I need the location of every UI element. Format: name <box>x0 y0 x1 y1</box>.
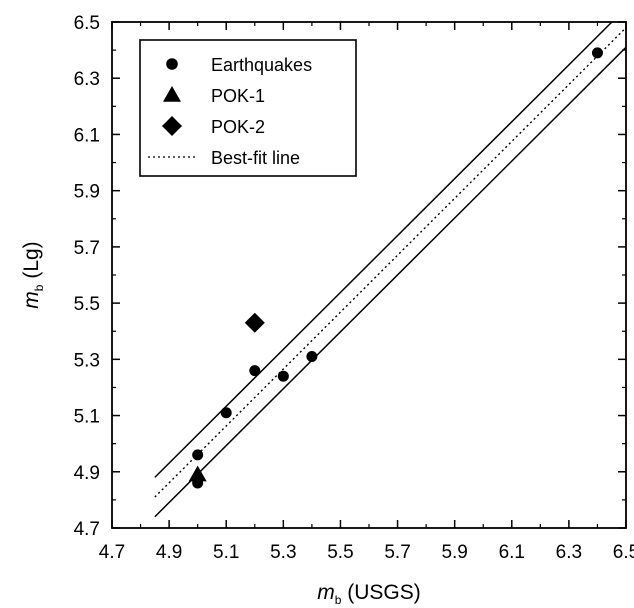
earthquakes-point <box>249 365 261 377</box>
confidence-line <box>154 22 613 478</box>
earthquakes-point <box>591 47 603 59</box>
y-tick-label: 5.5 <box>74 294 100 315</box>
x-tick-label: 4.7 <box>99 542 125 563</box>
x-tick-label: 5.3 <box>270 542 296 563</box>
earthquakes-point <box>192 449 204 461</box>
legend-best-fit-line-label: Best-fit line <box>211 148 300 168</box>
legend-pok-2-label: POK-2 <box>211 117 265 137</box>
data-points <box>188 47 603 489</box>
x-tick-label: 5.7 <box>384 542 410 563</box>
y-tick-label: 4.7 <box>74 519 100 540</box>
legend-earthquakes-label: Earthquakes <box>211 55 312 75</box>
confidence-line <box>154 46 626 518</box>
y-tick-label: 6.1 <box>74 125 100 146</box>
earthquakes-point <box>220 407 232 419</box>
x-tick-label: 5.5 <box>327 542 353 563</box>
earthquakes-point <box>306 351 318 363</box>
x-tick-label: 4.9 <box>156 542 182 563</box>
y-tick-label: 6.5 <box>74 13 100 34</box>
legend-pok-2-swatch <box>162 116 182 136</box>
legend: Earthquakes POK-1 POK-2 Best-fit line <box>139 39 357 177</box>
fit-lines <box>154 22 626 518</box>
y-tick-label: 5.9 <box>74 182 100 203</box>
best-fit-line <box>154 27 626 498</box>
x-tick-label: 6.5 <box>613 542 634 563</box>
y-tick-label: 4.9 <box>74 463 100 484</box>
legend-pok-1-label: POK-1 <box>211 86 265 106</box>
y-axis-label: mb (Lg) <box>20 241 46 308</box>
axis-ticks: 4.7 4.9 5.1 5.3 5.5 5.7 5.9 6.1 6.3 6.5 4.7 4.9 5.1 5… <box>74 13 634 563</box>
pok-2-point <box>244 312 265 333</box>
legend-earthquakes-swatch <box>166 58 178 70</box>
y-tick-label: 5.3 <box>74 350 100 371</box>
earthquakes-point <box>277 370 289 382</box>
y-tick-label: 6.3 <box>74 69 100 90</box>
x-tick-label: 6.3 <box>556 542 582 563</box>
x-tick-label: 5.1 <box>213 542 239 563</box>
x-tick-label: 6.1 <box>499 542 525 563</box>
x-tick-label: 5.9 <box>441 542 467 563</box>
legend-pok-1-swatch <box>163 86 181 102</box>
pok-1-point <box>188 465 207 482</box>
x-axis-label: mb (USGS) <box>317 581 421 607</box>
y-tick-label: 5.1 <box>74 407 100 428</box>
y-tick-label: 5.7 <box>74 238 100 259</box>
